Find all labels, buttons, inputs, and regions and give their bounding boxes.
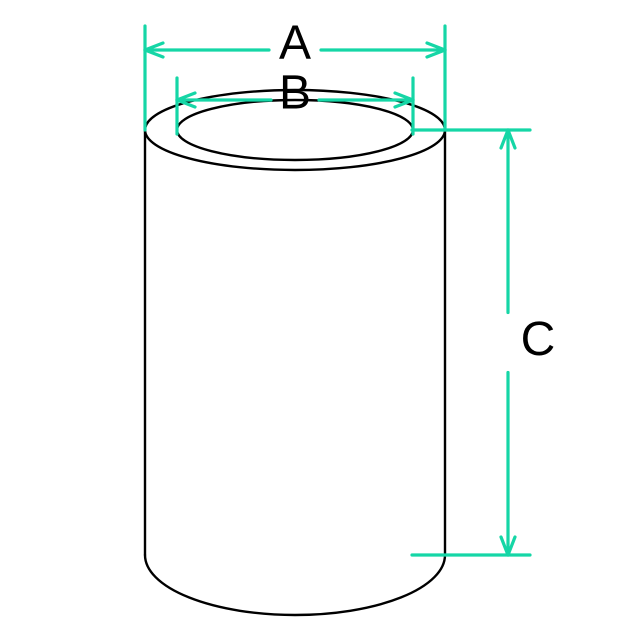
dim-b-label: B [279,67,311,120]
dim-a-label: A [279,17,311,70]
dim-c-label: C [521,313,556,366]
cylinder-bottom-arc [145,555,445,615]
dimension-diagram: AB C [0,0,640,640]
